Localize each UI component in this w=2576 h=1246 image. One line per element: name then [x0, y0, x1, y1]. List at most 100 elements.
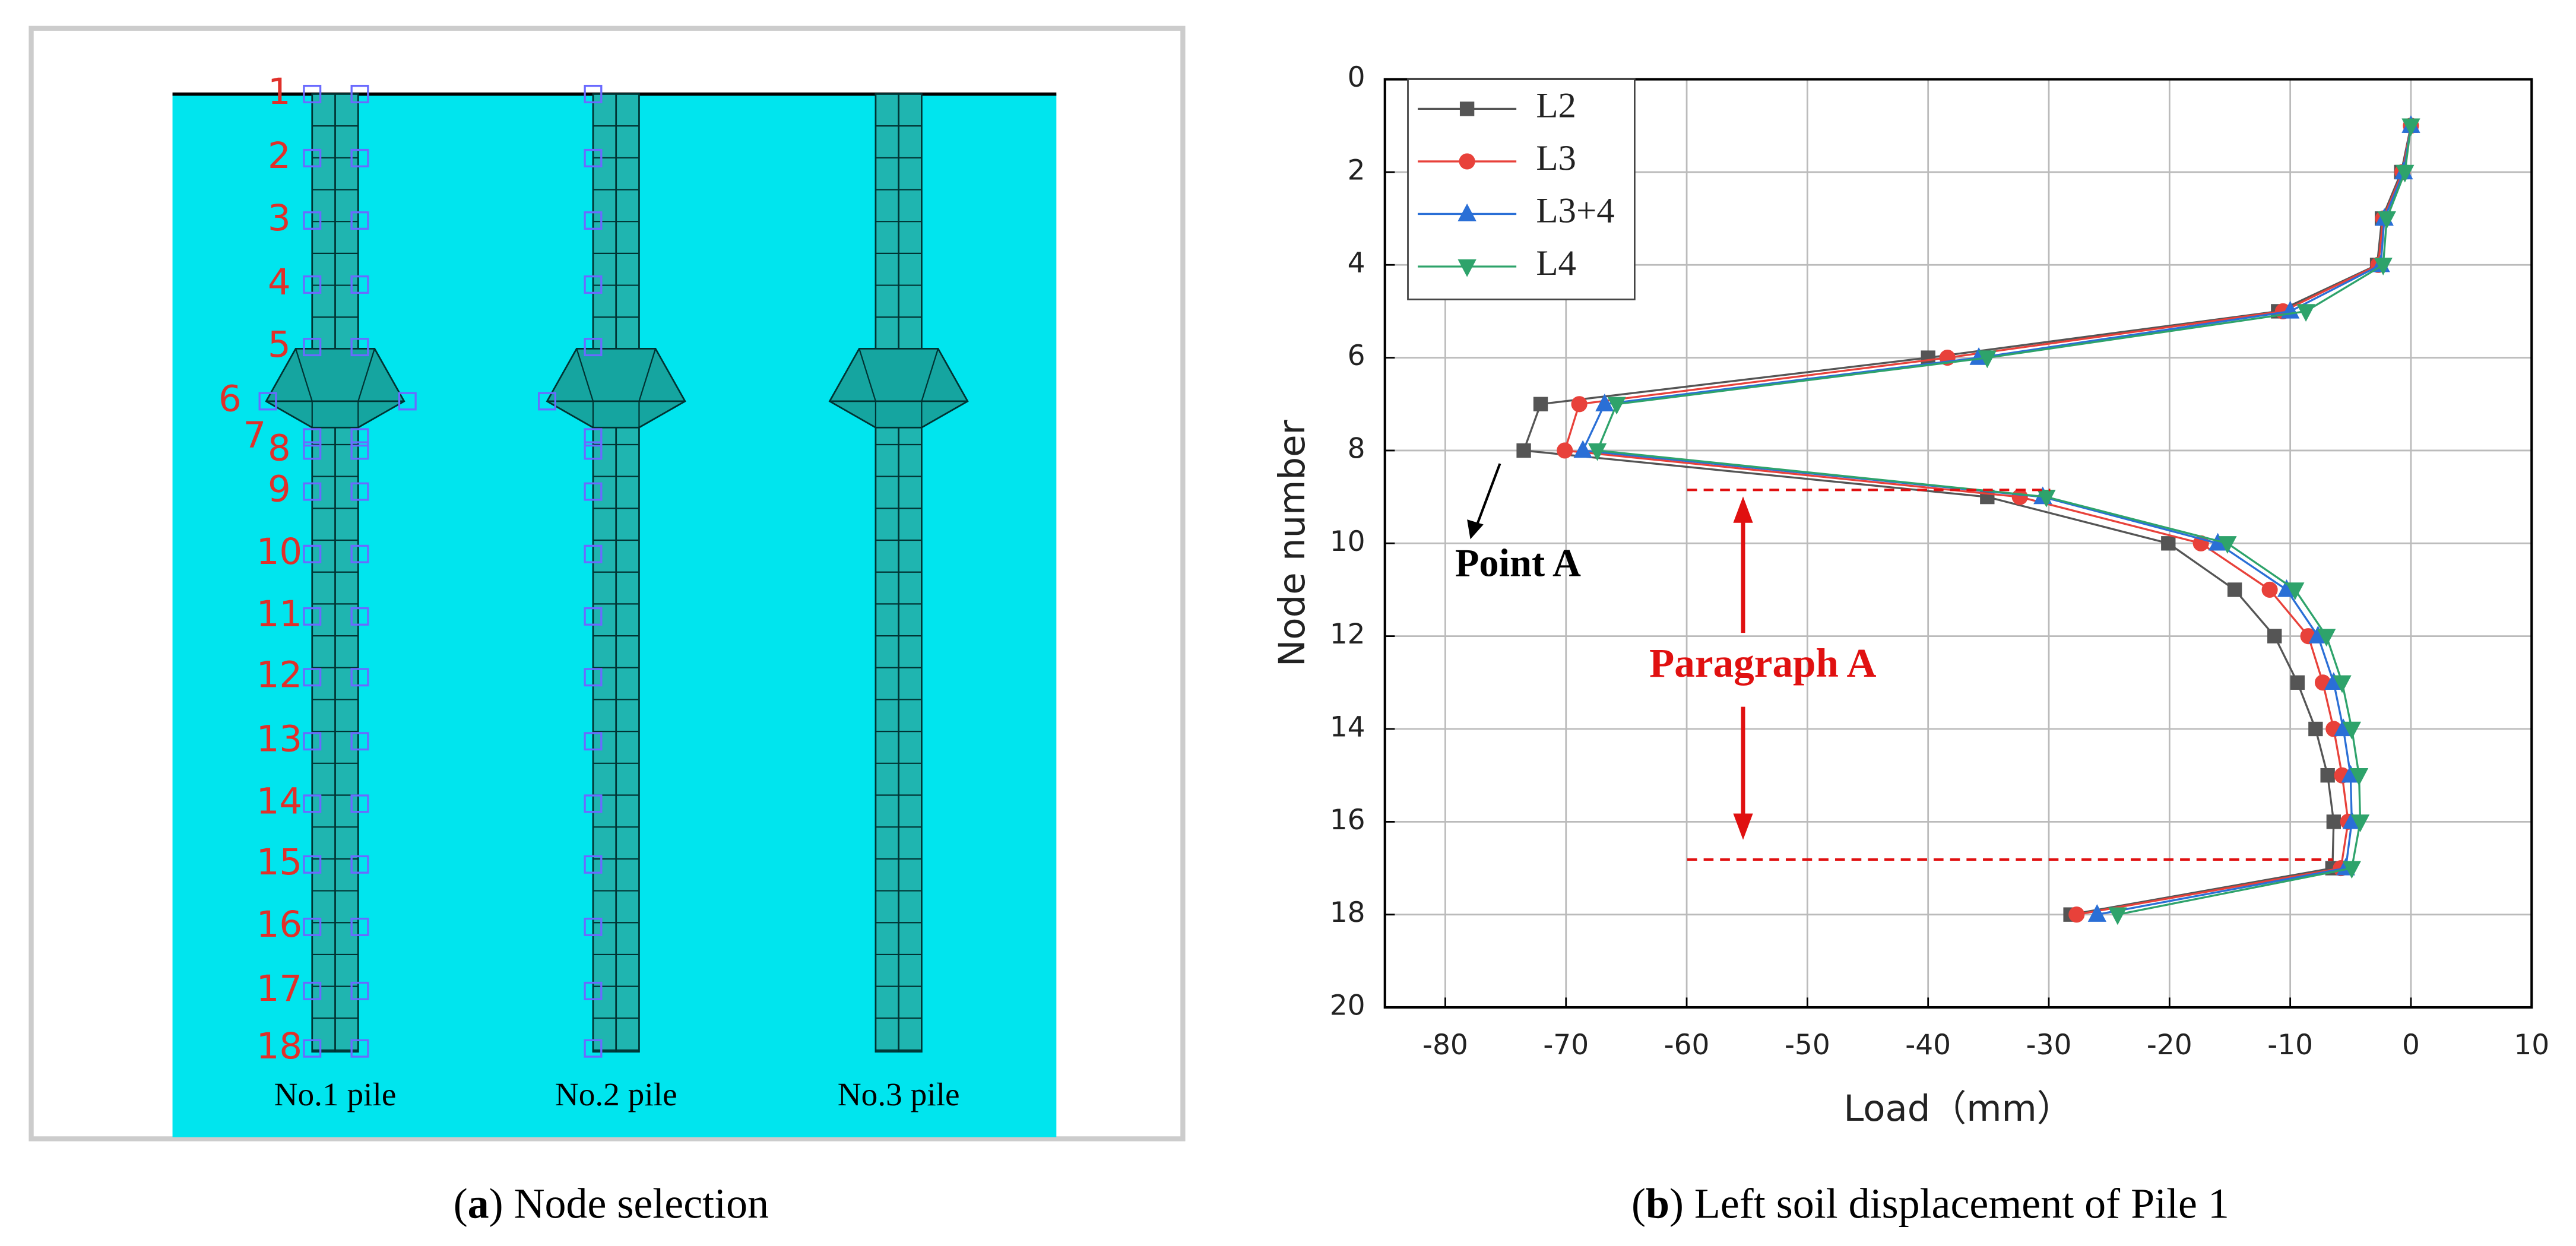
node-label: 6 [218, 378, 242, 420]
y-tick-label: 14 [1330, 711, 1365, 743]
marker [2037, 489, 2056, 508]
marker [2350, 814, 2370, 832]
legend-label: L3 [1536, 138, 1576, 178]
node-marker [303, 668, 322, 687]
plot-frame [1383, 78, 2533, 1009]
node-marker [303, 732, 322, 751]
marker [2401, 118, 2420, 137]
node-marker [584, 275, 603, 294]
node-marker [350, 732, 369, 751]
marker [1533, 397, 1548, 411]
node-label: 5 [268, 324, 291, 366]
node-label: 16 [256, 903, 302, 946]
marker [2108, 907, 2127, 925]
legend-label: L3+4 [1536, 191, 1614, 230]
node-marker [584, 917, 603, 936]
marker [1516, 443, 1531, 458]
node-label: 3 [268, 197, 291, 239]
annotation-arrowhead [1733, 813, 1753, 840]
caption-part: a [468, 1180, 489, 1227]
node-marker [303, 275, 322, 294]
x-tick-label: -60 [1664, 1029, 1710, 1061]
node-label: 17 [256, 968, 302, 1010]
node-label: 9 [268, 468, 291, 511]
node-marker [584, 482, 603, 501]
node-marker [303, 482, 322, 501]
node-marker [584, 338, 603, 357]
node-marker [350, 544, 369, 563]
annotation-arrowhead [1733, 496, 1753, 523]
y-tick-label: 12 [1330, 618, 1365, 651]
pile-label: No.2 pile [555, 1076, 677, 1112]
y-tick-label: 2 [1348, 154, 1365, 186]
node-marker [584, 794, 603, 813]
node-marker [350, 482, 369, 501]
x-tick-label: -30 [2026, 1029, 2072, 1061]
marker [2267, 629, 2282, 643]
node-label: 11 [256, 593, 302, 635]
x-axis-label: Load（mm） [1843, 1088, 2073, 1130]
node-label: 2 [268, 135, 291, 177]
node-marker [303, 981, 322, 1000]
node-marker [584, 544, 603, 563]
marker [1571, 396, 1588, 413]
marker [2342, 721, 2362, 740]
marker [1573, 440, 1592, 458]
node-label: 7 [243, 414, 267, 456]
pile-label: No.3 pile [838, 1076, 960, 1112]
marker [1557, 442, 1573, 459]
node-marker [350, 441, 369, 460]
x-tick-label: -50 [1785, 1029, 1830, 1061]
marker [1459, 102, 1475, 116]
node-marker [584, 428, 603, 447]
marker [1921, 350, 1935, 365]
node-marker [350, 211, 369, 230]
x-tick-label: -20 [2147, 1029, 2192, 1061]
x-tick-label: 0 [2402, 1029, 2420, 1061]
node-marker [303, 544, 322, 563]
node-marker [350, 668, 369, 687]
marker [2333, 675, 2352, 693]
y-tick-label: 16 [1330, 804, 1365, 836]
marker [2218, 536, 2237, 554]
marker [2087, 904, 2107, 922]
marker [2011, 489, 2028, 505]
node-label: 4 [268, 261, 291, 303]
node-marker [303, 338, 322, 357]
annotation: Point A [1455, 542, 1581, 585]
marker [1595, 394, 1614, 411]
series-line [1581, 125, 2412, 916]
annotation-arrow [1474, 463, 1501, 530]
node-marker [398, 392, 417, 411]
y-tick-label: 4 [1348, 247, 1365, 280]
pile-cone-edge [921, 348, 939, 428]
node-marker [584, 668, 603, 687]
node-label: 18 [256, 1025, 302, 1067]
node-marker [303, 428, 322, 447]
y-tick-label: 20 [1330, 990, 1365, 1022]
marker [1457, 203, 1476, 221]
marker [2396, 164, 2415, 183]
chart: -80 -70 -60 -50 -40 -30 -20 -10 0 10 0 2 4 6 8 10 12 14 16… [1271, 61, 2549, 1130]
node-marker [350, 275, 369, 294]
marker [2261, 581, 2278, 598]
marker [1607, 397, 1626, 415]
pile-cone-edge [576, 348, 594, 428]
node-marker [350, 148, 369, 167]
marker [2317, 629, 2336, 647]
node-marker [303, 211, 322, 230]
caption-part: ( [1631, 1180, 1646, 1227]
node-marker [303, 84, 322, 103]
node-marker [350, 607, 369, 626]
node-marker [303, 1039, 322, 1058]
pile-cone-edge [357, 348, 375, 428]
node-marker [303, 917, 322, 936]
node-marker [584, 84, 603, 103]
marker [2349, 768, 2369, 786]
caption: (a) Node selection [454, 1180, 769, 1227]
y-axis-label: Node number [1271, 419, 1313, 667]
caption-part: ) Left soil displacement of Pile 1 [1669, 1180, 2229, 1227]
